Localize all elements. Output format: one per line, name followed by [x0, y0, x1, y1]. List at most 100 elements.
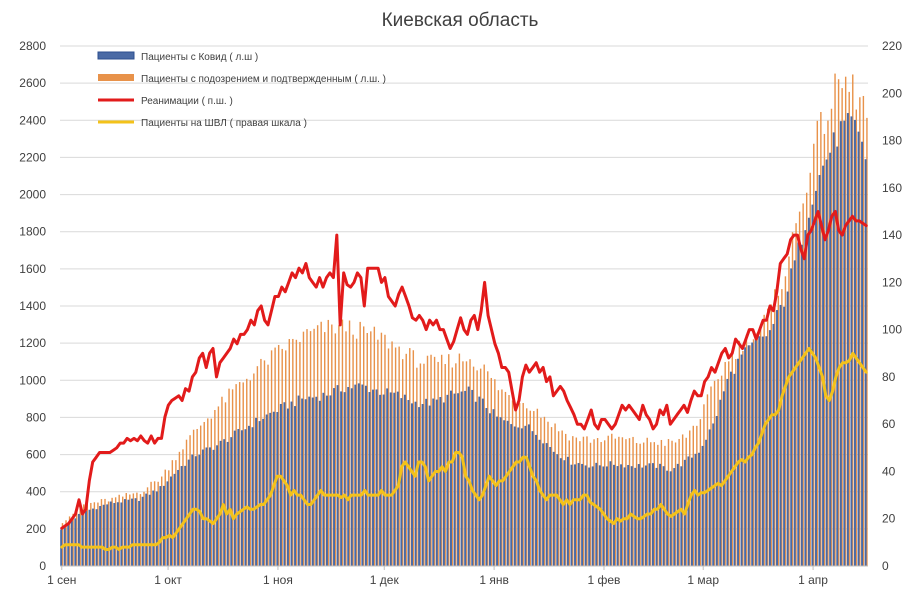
bar-suspected — [579, 441, 581, 566]
bar-covid — [251, 427, 254, 566]
bar-suspected — [401, 359, 404, 566]
bar-suspected — [242, 382, 244, 566]
bar-suspected — [458, 353, 461, 566]
bar-suspected — [97, 502, 99, 566]
bar-covid — [159, 486, 162, 566]
bar-covid — [620, 464, 623, 566]
bar-covid — [255, 417, 258, 566]
bar-suspected — [331, 324, 333, 566]
bar-suspected — [437, 361, 439, 566]
bar-suspected — [221, 396, 223, 566]
bar-covid — [598, 465, 601, 566]
bar-covid — [488, 413, 491, 566]
bar-suspected — [100, 499, 103, 566]
bar-suspected — [253, 373, 255, 566]
bar-suspected — [161, 476, 163, 566]
bar-covid — [99, 506, 102, 566]
bar-covid — [520, 428, 523, 566]
bar-suspected — [263, 360, 266, 566]
bar-covid — [297, 395, 300, 566]
x-tick-label: 1 янв — [479, 573, 509, 587]
bar-covid — [719, 399, 722, 566]
line-icu — [60, 210, 868, 530]
bar-suspected — [809, 172, 811, 566]
bar-suspected — [692, 425, 694, 566]
bar-suspected — [738, 340, 741, 566]
bar-suspected — [277, 344, 280, 566]
bar-suspected — [533, 411, 535, 566]
x-tick-label: 1 мар — [687, 573, 719, 587]
bar-covid — [432, 398, 435, 566]
bar-covid — [776, 310, 778, 566]
bar-covid — [829, 152, 832, 566]
bar-covid — [148, 494, 151, 566]
bar-suspected — [469, 359, 471, 566]
bar-suspected — [823, 133, 826, 567]
bar-suspected — [182, 449, 184, 566]
bar-suspected — [238, 382, 241, 566]
bar-covid — [127, 499, 130, 566]
bar-suspected — [93, 502, 96, 566]
bar-suspected — [497, 390, 500, 566]
bar-suspected — [79, 507, 81, 566]
bar-suspected — [625, 439, 627, 566]
bar-covid — [637, 464, 640, 566]
bar-suspected — [678, 438, 680, 566]
bar-suspected — [713, 380, 716, 566]
bar-covid — [517, 427, 520, 566]
bar-covid — [248, 425, 250, 566]
series-lines — [60, 210, 868, 551]
bar-suspected — [777, 295, 780, 566]
x-axis-ticks: 1 сен 1 окт 1 ноя 1 дек 1 янв 1 фев 1 мар 1 апр — [47, 566, 828, 587]
y-tick-label: 0 — [39, 559, 46, 573]
bar-suspected — [582, 436, 585, 566]
bar-suspected — [111, 497, 113, 566]
bar-covid — [155, 491, 158, 566]
bar-suspected — [440, 354, 443, 566]
x-tick-label: 1 ноя — [263, 573, 293, 587]
bar-covid — [113, 503, 116, 566]
bar-suspected — [320, 321, 322, 566]
y2-tick-label: 220 — [882, 39, 902, 53]
bar-suspected — [781, 289, 783, 566]
bar-suspected — [681, 434, 684, 566]
legend-swatch-covid — [97, 51, 135, 60]
bar-covid — [492, 409, 495, 566]
y-tick-label: 2400 — [19, 113, 46, 127]
bar-covid — [584, 465, 587, 566]
bar-covid — [81, 511, 84, 566]
bar-suspected — [455, 363, 457, 566]
bar-suspected — [611, 433, 613, 566]
bar-suspected — [586, 436, 588, 566]
bar-suspected — [341, 319, 344, 566]
bar-suspected — [855, 109, 858, 566]
bar-suspected — [444, 364, 446, 566]
bar-covid — [481, 398, 484, 566]
bar-suspected — [802, 203, 804, 567]
bar-covid — [708, 429, 711, 566]
bar-covid — [102, 504, 105, 566]
y-tick-label: 2200 — [19, 150, 46, 164]
bar-suspected — [515, 404, 517, 566]
bar-suspected — [600, 442, 602, 566]
bar-suspected — [61, 523, 64, 566]
bar-covid — [513, 426, 516, 566]
bar-covid — [301, 398, 304, 566]
bar-suspected — [632, 436, 634, 566]
bar-covid — [783, 306, 786, 566]
bar-suspected — [561, 430, 563, 566]
bar-suspected — [650, 442, 652, 566]
bar-covid — [467, 386, 470, 566]
bar-covid — [807, 217, 810, 566]
bar-suspected — [756, 332, 758, 566]
bar-suspected — [720, 375, 723, 566]
bar-covid — [460, 391, 463, 566]
bar-suspected — [316, 325, 319, 566]
bars-suspected-confirmed — [61, 73, 868, 567]
bar-suspected — [324, 332, 326, 566]
bar-suspected — [281, 348, 283, 566]
bar-covid — [768, 330, 771, 566]
bar-suspected — [196, 428, 198, 566]
bar-suspected — [185, 439, 188, 566]
bar-covid — [715, 416, 718, 566]
